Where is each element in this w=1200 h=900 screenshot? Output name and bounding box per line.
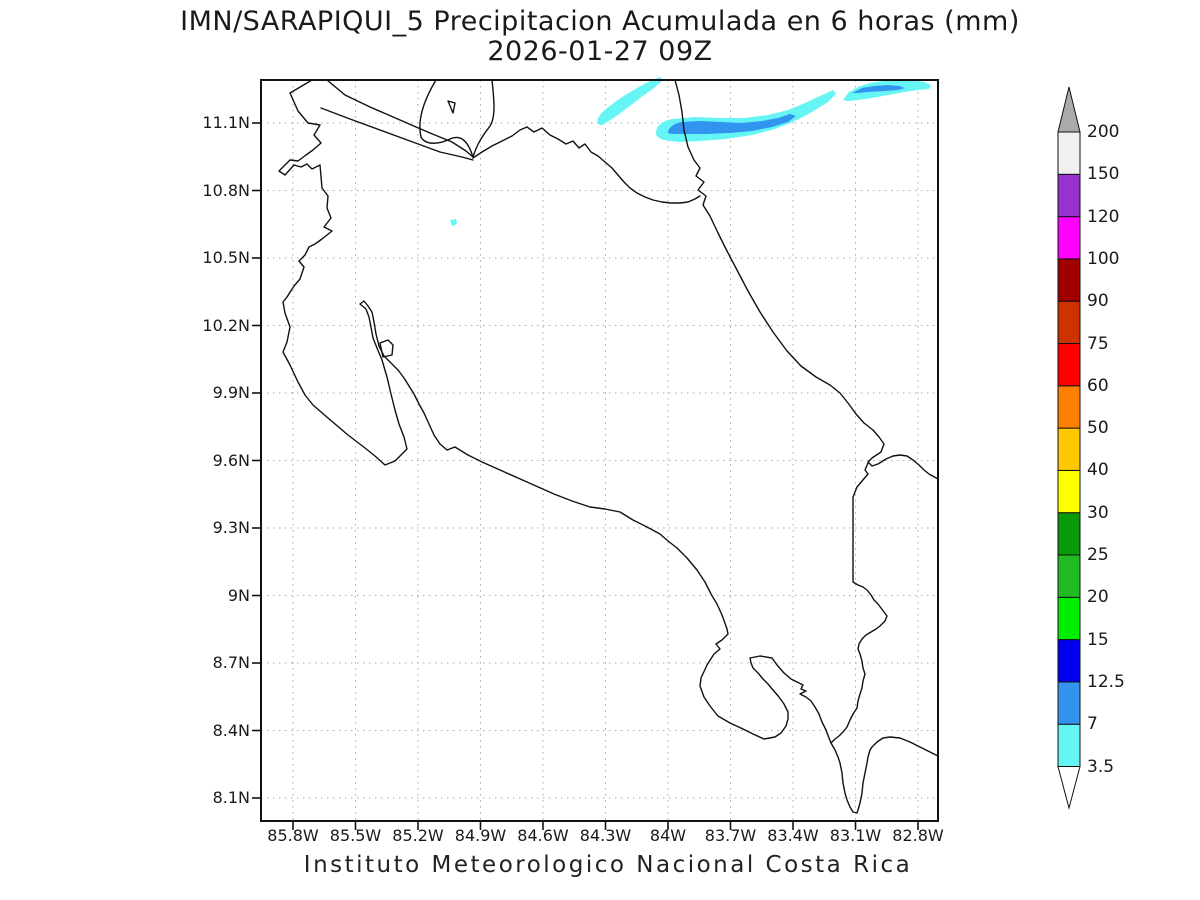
colorbar-overflow-arrow bbox=[1057, 86, 1081, 133]
colorbar-value-label: 40 bbox=[1087, 460, 1109, 481]
lat-axis-label: 9.3N bbox=[212, 518, 250, 537]
precipitation-colorbar bbox=[1057, 86, 1081, 810]
lat-axis-label: 8.7N bbox=[212, 653, 250, 672]
colorbar-segment bbox=[1057, 596, 1081, 641]
lon-axis-label: 83.7W bbox=[704, 826, 757, 845]
lon-axis-label: 84.9W bbox=[454, 826, 507, 845]
colorbar-value-label: 100 bbox=[1087, 248, 1120, 269]
colorbar-value-label: 120 bbox=[1087, 206, 1120, 227]
precipitation-shading bbox=[450, 77, 931, 226]
panama-border-line bbox=[830, 462, 888, 744]
pacific-coastline bbox=[278, 79, 939, 814]
chart-title: IMN/SARAPIQUI_5 Precipitacion Acumulada … bbox=[180, 6, 1020, 37]
coastlines bbox=[278, 79, 939, 814]
colorbar-value-label: 60 bbox=[1087, 375, 1109, 396]
lon-axis-label: 83.4W bbox=[767, 826, 819, 845]
colorbar-segment bbox=[1057, 427, 1081, 471]
colorbar-segment bbox=[1057, 131, 1081, 175]
lon-axis-label: 85.2W bbox=[392, 826, 444, 845]
colorbar-segment bbox=[1057, 258, 1081, 302]
colorbar-segment bbox=[1057, 723, 1081, 768]
colorbar-segment bbox=[1057, 385, 1081, 429]
lat-axis-label: 9N bbox=[227, 585, 250, 605]
lat-axis-label: 8.4N bbox=[212, 720, 250, 740]
lon-axis-label: 84W bbox=[649, 826, 687, 845]
lat-axis-label: 10.8N bbox=[202, 180, 250, 200]
colorbar-segment bbox=[1057, 216, 1081, 260]
lat-axis-label: 10.2N bbox=[202, 315, 250, 335]
lon-axis-label: 84.6W bbox=[517, 826, 569, 845]
colorbar-value-label: 150 bbox=[1087, 164, 1120, 185]
source-caption: Instituto Meteorologico Nacional Costa R… bbox=[303, 852, 913, 878]
lon-axis-label: 82.8W bbox=[892, 826, 944, 845]
precip-band-central-blue-core bbox=[668, 114, 796, 134]
chart-subtitle-datetime: 2026-01-27 09Z bbox=[487, 36, 713, 67]
map-frame bbox=[260, 79, 939, 822]
lat-axis-label: 10.5N bbox=[202, 248, 250, 267]
colorbar-value-label: 25 bbox=[1087, 545, 1109, 565]
colorbar-value-label: 3.5 bbox=[1087, 756, 1115, 777]
colorbar-value-label: 75 bbox=[1087, 333, 1109, 354]
lat-axis-label: 11.1N bbox=[202, 113, 250, 132]
colorbar-value-label: 200 bbox=[1087, 122, 1120, 142]
colorbar-segment bbox=[1057, 681, 1081, 725]
lat-axis-label: 9.6N bbox=[212, 450, 250, 470]
colorbar-segment bbox=[1057, 554, 1081, 598]
colorbar-underflow-arrow bbox=[1057, 766, 1081, 810]
san-juan-river-border bbox=[472, 126, 701, 204]
caribbean-coastline bbox=[674, 79, 939, 480]
nicaragua-border-line bbox=[320, 107, 474, 161]
lake-lobe-east-shore bbox=[472, 79, 495, 158]
lon-axis-label: 83.1W bbox=[829, 826, 882, 845]
colorbar-value-label: 30 bbox=[1087, 502, 1109, 523]
colorbar-segment bbox=[1057, 469, 1081, 514]
precip-band-northeast-blue-core bbox=[852, 85, 905, 93]
colorbar-value-label: 15 bbox=[1087, 629, 1109, 650]
colorbar-value-label: 90 bbox=[1087, 291, 1109, 312]
axis-tick-marks bbox=[252, 122, 919, 830]
lon-axis-label: 85.8W bbox=[267, 826, 319, 845]
colorbar-segment bbox=[1057, 639, 1081, 683]
colorbar-value-label: 7 bbox=[1087, 714, 1098, 735]
colorbar-segment bbox=[1057, 300, 1081, 345]
lake-nicaragua-shoreline bbox=[326, 79, 474, 158]
lon-axis-label: 85.5W bbox=[329, 826, 382, 845]
precip-streak-northwest bbox=[597, 77, 663, 126]
lat-lon-gridlines bbox=[261, 80, 938, 821]
lat-axis-label: 8.1N bbox=[212, 788, 250, 807]
colorbar-value-label: 50 bbox=[1087, 418, 1109, 439]
colorbar-segment bbox=[1057, 343, 1081, 387]
colorbar-segment bbox=[1057, 512, 1081, 556]
lat-axis-label: 9.9N bbox=[212, 383, 250, 402]
lake-island-outline bbox=[447, 100, 456, 114]
lon-axis-label: 84.3W bbox=[579, 826, 632, 845]
colorbar-segment bbox=[1057, 173, 1081, 218]
lake-lobe-west-shore bbox=[419, 79, 474, 158]
colorbar-value-label: 12.5 bbox=[1087, 671, 1125, 692]
precip-speck-central bbox=[450, 219, 457, 226]
colorbar-value-label: 20 bbox=[1087, 587, 1109, 608]
chira-island-outline bbox=[379, 339, 394, 358]
